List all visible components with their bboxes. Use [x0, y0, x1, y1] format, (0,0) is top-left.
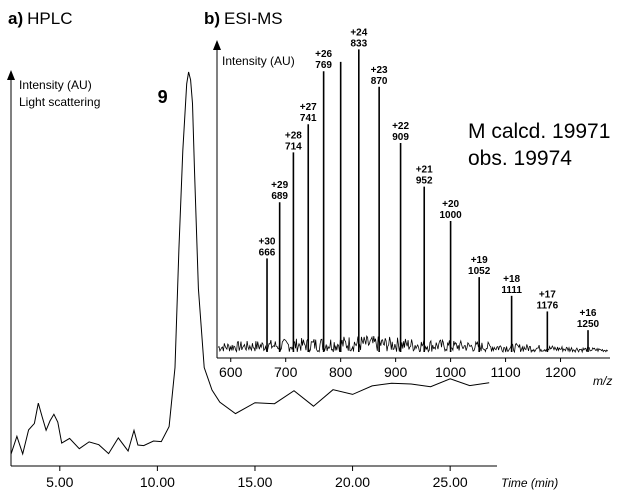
esi-x-ticks	[230, 358, 562, 362]
esi-peak-charge-label: +19	[471, 255, 488, 266]
esi-peak-mz-label: 1250	[577, 319, 600, 330]
esi-peak-charge-label: +29	[271, 180, 288, 191]
hplc-title: HPLC	[27, 9, 72, 28]
mass-obs-note: obs. 19974	[468, 147, 572, 170]
esi-panel-letter: b)	[204, 9, 220, 28]
mass-calcd-note: M calcd. 19971	[468, 120, 610, 143]
hplc-ylabel-line-2: Light scattering	[19, 95, 100, 109]
esi-peak-charge-label: +24	[350, 27, 367, 38]
esi-peak-charge-label: +22	[392, 121, 409, 132]
esi-peak-charge-label: +30	[259, 236, 276, 247]
hplc-x-ticks	[59, 466, 451, 471]
esi-y-axis-arrow	[213, 40, 221, 50]
esi-peak-charge-label: +17	[539, 289, 556, 300]
esi-x-tick-label: 700	[274, 364, 298, 380]
hplc-x-tick-labels: 5.00 10.00 15.00 20.00 25.00	[46, 474, 468, 490]
esi-peak-mz-label: 833	[350, 38, 367, 49]
hplc-x-tick-label: 25.00	[433, 474, 468, 490]
esi-peak-charge-label: +16	[580, 308, 597, 319]
esi-x-tick-label: 600	[219, 364, 243, 380]
esi-peak-mz-label: 689	[271, 191, 288, 202]
hplc-panel: a) HPLC Intensity (AU) Light scattering 9…	[7, 9, 558, 490]
esi-ms-panel: b) ESI-MS Intensity (AU) +30666+29689+287…	[204, 9, 612, 388]
esi-peaks	[266, 49, 589, 352]
esi-baseline-noise	[217, 334, 608, 354]
esi-xlabel: m/z	[593, 374, 612, 388]
hplc-xlabel: Time (min)	[501, 476, 558, 490]
esi-x-tick-label: 1100	[491, 364, 521, 380]
esi-peak-charge-label: +26	[315, 49, 332, 60]
esi-peak-mz-label: 1052	[468, 266, 491, 277]
esi-peak-mz-label: 909	[392, 132, 409, 143]
esi-x-tick-label: 800	[329, 364, 353, 380]
hplc-x-tick-label: 10.00	[140, 474, 175, 490]
esi-x-tick-label: 1200	[545, 364, 576, 380]
esi-x-tick-label: 1000	[435, 364, 466, 380]
esi-x-tick-label: 900	[384, 364, 408, 380]
hplc-panel-letter: a)	[8, 9, 23, 28]
esi-peak-charge-label: +27	[300, 102, 317, 113]
esi-ylabel: Intensity (AU)	[222, 54, 295, 68]
esi-peak-mz-label: 769	[315, 60, 332, 71]
esi-x-tick-labels: 600 700 800 900 1000 1100 1200	[219, 364, 576, 380]
hplc-x-tick-label: 15.00	[237, 474, 272, 490]
hplc-ylabel-line-1: Intensity (AU)	[19, 78, 92, 92]
esi-peak-mz-label: 666	[259, 247, 276, 258]
hplc-y-axis-arrow	[7, 70, 15, 80]
esi-peak-charge-label: +21	[416, 165, 433, 176]
esi-peak-charge-label: +18	[503, 274, 520, 285]
hplc-x-tick-label: 20.00	[335, 474, 370, 490]
esi-peak-charge-label: +23	[371, 65, 388, 76]
hplc-peak-label: 9	[158, 87, 168, 107]
esi-peak-mz-label: 952	[416, 176, 433, 187]
esi-peak-mz-label: 1176	[536, 300, 558, 311]
esi-peak-mz-label: 714	[285, 141, 302, 152]
esi-peak-mz-label: 1111	[501, 285, 522, 296]
esi-panel-title: b) ESI-MS	[204, 9, 283, 28]
esi-peak-charge-label: +28	[285, 130, 302, 141]
hplc-x-tick-label: 5.00	[46, 474, 73, 490]
esi-title: ESI-MS	[224, 9, 283, 28]
esi-peak-mz-label: 870	[371, 76, 388, 87]
hplc-trace	[10, 71, 490, 456]
esi-peak-charge-label: +20	[442, 199, 459, 210]
hplc-panel-title: a) HPLC	[8, 9, 72, 28]
esi-peak-mz-label: 741	[300, 113, 317, 124]
esi-peak-mz-label: 1000	[439, 210, 462, 221]
